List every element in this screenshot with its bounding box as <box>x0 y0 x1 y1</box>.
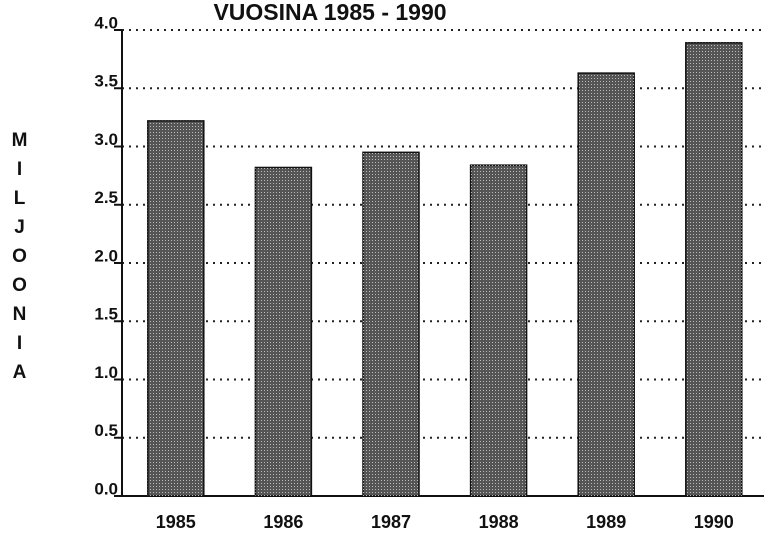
bar-texture <box>685 42 742 496</box>
x-tick-label: 1989 <box>586 512 626 532</box>
x-tick-label: 1985 <box>156 512 196 532</box>
y-axis-label: MILJOONIA <box>9 130 30 391</box>
x-tick-label: 1987 <box>371 512 411 532</box>
y-tick-label: 2.5 <box>94 188 118 207</box>
y-tick-label: 1.5 <box>94 305 118 324</box>
bar-texture <box>255 167 312 496</box>
bar-texture <box>147 120 204 497</box>
x-tick-label: 1988 <box>479 512 519 532</box>
y-tick-label: 1.0 <box>94 363 118 382</box>
y-tick-label: 2.0 <box>94 246 118 265</box>
x-tick-label: 1990 <box>694 512 734 532</box>
y-tick-label: 3.5 <box>94 72 118 91</box>
bar-texture <box>363 152 419 496</box>
bar-texture <box>470 165 527 496</box>
chart-title: VUOSINA 1985 - 1990 <box>213 0 446 25</box>
bar-texture <box>578 73 635 496</box>
x-tick-label: 1986 <box>263 512 303 532</box>
y-tick-label: 0.0 <box>94 479 118 498</box>
y-tick-label: 0.5 <box>94 421 118 440</box>
y-tick-label: 4.0 <box>94 13 118 32</box>
y-tick-label: 3.0 <box>94 130 118 149</box>
